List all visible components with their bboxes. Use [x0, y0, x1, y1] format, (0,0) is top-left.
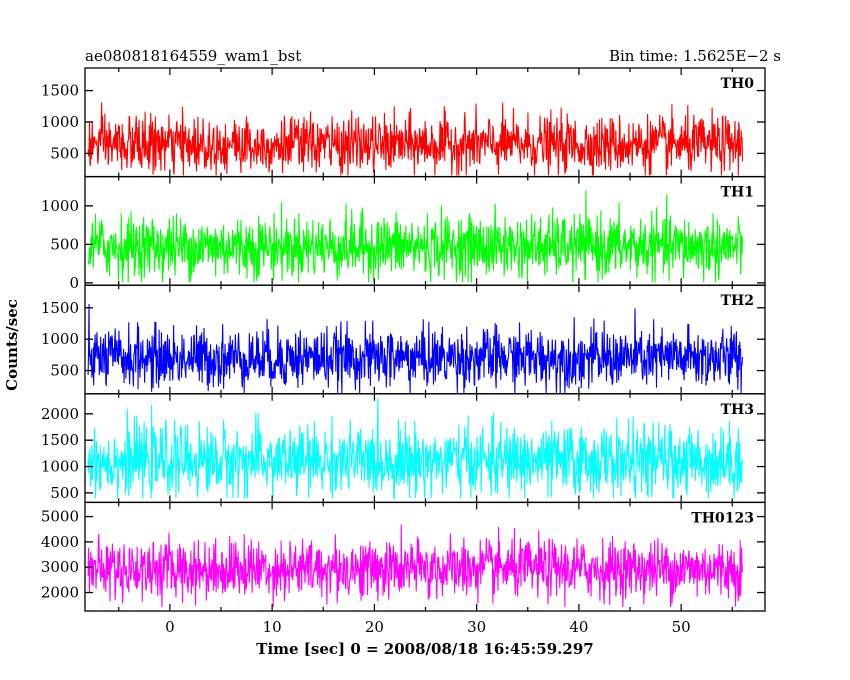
panel-name-label: TH0123	[691, 510, 754, 526]
y-tick-label: 500	[50, 235, 79, 253]
panel-th3: 500 1000 1500 2000 TH3	[41, 393, 766, 504]
x-tick-label: 30	[467, 618, 486, 636]
x-axis-label: Time [sec] 0 = 2008/08/18 16:45:59.297	[256, 640, 593, 658]
y-tick-label: 0	[69, 274, 79, 292]
x-axis: 0 10 20 30 40 50	[165, 618, 691, 636]
panel-th0123: 2000 3000 4000 5000 TH0123	[41, 501, 766, 612]
y-tick-label: 2000	[41, 584, 79, 602]
y-tick-label: 500	[50, 144, 79, 162]
panel-th1: 0 500 1000 TH1	[41, 175, 766, 292]
x-tick-label: 50	[672, 618, 691, 636]
y-tick-label: 5000	[41, 508, 79, 526]
y-tick-label: 1000	[41, 197, 79, 215]
series-th0-trace	[87, 102, 744, 176]
y-tick-label: 1000	[41, 458, 79, 476]
panel-name-label: TH1	[721, 185, 754, 201]
x-tick-label: 0	[165, 618, 175, 636]
y-tick-label: 1000	[41, 330, 79, 348]
x-tick-label: 40	[569, 618, 588, 636]
y-tick-label: 4000	[41, 533, 79, 551]
panel-th2: 500 1000 1500 TH2	[41, 284, 766, 395]
panel-frame	[84, 501, 766, 612]
y-tick-label: 500	[50, 362, 79, 380]
panel-name-label: TH0	[721, 76, 755, 92]
y-tick-label: 1000	[41, 113, 79, 131]
y-tick-label: 1500	[41, 82, 79, 100]
series-th3-trace	[87, 398, 744, 499]
y-tick-label: 3000	[41, 558, 79, 576]
series-th1-trace	[87, 190, 744, 283]
x-tick-label: 10	[263, 618, 282, 636]
series-th0123-trace	[87, 524, 744, 607]
chart-title: ae080818164559_wam1_bst	[85, 47, 301, 65]
panel-name-label: TH2	[721, 293, 754, 309]
y-axis-label: Counts/sec	[3, 299, 21, 391]
series-th2-trace	[87, 304, 744, 394]
x-tick-label: 20	[365, 618, 384, 636]
y-tick-label: 500	[50, 484, 79, 502]
panel-th0: 500 1000 1500 TH0	[41, 67, 766, 178]
bin-time-label: Bin time: 1.5625E−2 s	[609, 47, 781, 65]
panel-name-label: TH3	[721, 402, 754, 418]
y-tick-label: 1500	[41, 431, 79, 449]
y-tick-label: 1500	[41, 299, 79, 317]
y-tick-label: 2000	[41, 405, 79, 423]
